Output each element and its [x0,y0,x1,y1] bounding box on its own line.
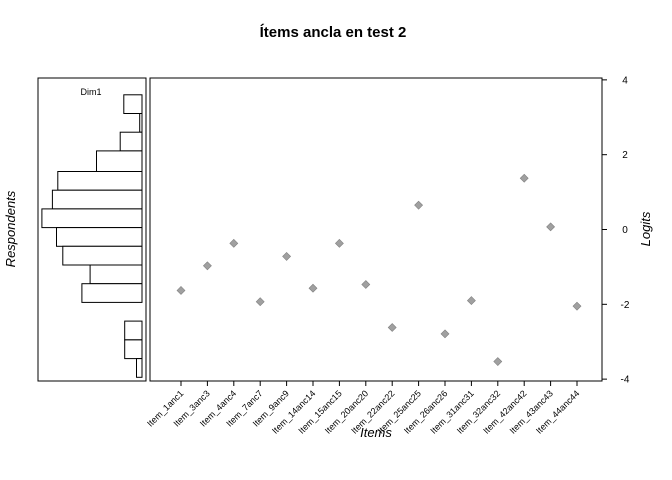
y-tick-label: 2 [622,150,628,161]
histogram-bar [96,150,143,172]
histogram-bar [136,358,143,378]
histogram-dimension-label: Dim1 [80,87,101,97]
item-point [493,357,503,366]
y-tick-label: 0 [622,225,628,236]
histogram-bar [123,94,143,115]
histogram-panel-frame [37,77,147,382]
histogram-bars [41,94,143,378]
item-point [282,252,292,261]
histogram-bar [119,131,143,152]
item-point [229,238,239,248]
item-point [572,301,582,311]
histogram-bar [56,227,143,247]
y-tick-label: 4 [622,75,628,86]
item-point [334,238,344,248]
y-axis-right: 4 2 0 -2 -4 [602,75,630,386]
x-axis-title: Items [360,425,392,440]
item-point [176,286,186,295]
item-point [440,329,450,339]
y-tick-label: -4 [621,375,630,386]
item-point [361,280,371,289]
item-panel-frame [149,77,603,382]
item-point [255,297,265,307]
item-point [414,200,424,210]
y-axis-title-left: Respondents [3,190,18,267]
item-point [546,222,556,232]
histogram-bar [139,113,143,133]
item-point [202,261,212,271]
y-tick-label: -2 [621,300,630,311]
item-point [466,296,476,305]
item-point [387,323,397,332]
item-point [519,173,529,183]
histogram-bar [62,245,143,266]
histogram-bar [41,208,143,229]
histogram-bar [81,283,143,303]
histogram-bar [57,171,143,191]
histogram-bar [124,339,143,360]
histogram-bar [124,320,143,341]
item-point [308,283,318,293]
histogram-bar [51,189,143,210]
histogram-bar [89,264,143,285]
chart-title: Ítems ancla en test 2 [260,24,407,41]
item-points [176,173,582,366]
y-axis-title-right: Logits [638,211,653,246]
